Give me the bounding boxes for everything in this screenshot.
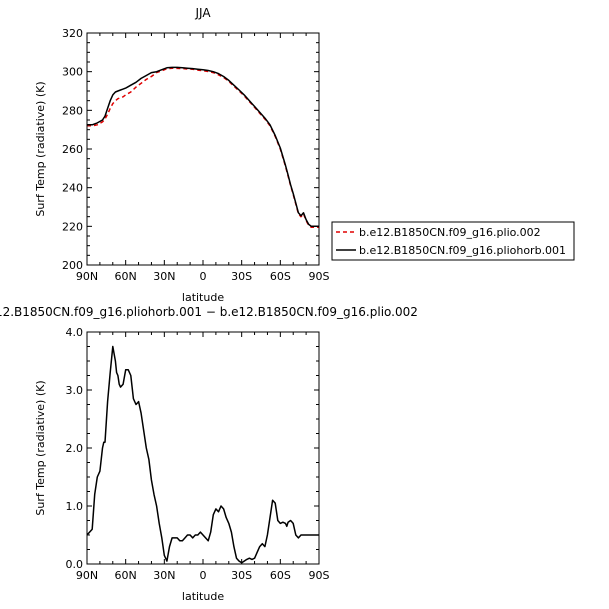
top-panel-ticks: 90N 60N 30N 0 30S 60S 90S 200 220 240 260 280 300 320: [62, 27, 330, 283]
top-y-tick-label: 220: [62, 220, 83, 233]
top-y-tick-label: 260: [62, 143, 83, 156]
bottom-panel-ticks: 90N 60N 30N 0 30S 60S 90S 0.0 1.0 2.0 3.0 4.0: [66, 326, 330, 582]
top-panel-frame: [86, 32, 320, 266]
top-y-tick-label: 240: [62, 182, 83, 195]
top-panel-y-axis-label: Surf Temp (radiative) (K): [34, 81, 47, 216]
bottom-x-tick-label: 60S: [270, 569, 291, 582]
top-series-line-1: [87, 66, 319, 228]
legend-box: [331, 221, 575, 261]
top-panel-x-axis-label: latitude: [182, 291, 224, 304]
top-x-tick-label: 0: [200, 270, 207, 283]
top-x-tick-label: 30S: [231, 270, 252, 283]
bottom-x-tick-label: 90S: [309, 569, 330, 582]
top-panel-title: JJA: [194, 6, 211, 20]
bottom-panel: b.e12.B1850CN.f09_g16.pliohorb.001 − b.e…: [0, 305, 418, 603]
bottom-y-tick-label: 0.0: [66, 558, 84, 571]
bottom-y-tick-label: 4.0: [66, 326, 84, 339]
bottom-panel-title: b.e12.B1850CN.f09_g16.pliohorb.001 − b.e…: [0, 305, 418, 319]
top-panel-series: [87, 66, 319, 229]
top-x-tick-label: 90S: [309, 270, 330, 283]
legend-label-pliohorb: b.e12.B1850CN.f09_g16.pliohorb.001: [359, 244, 566, 257]
bottom-x-tick-label: 30N: [153, 569, 175, 582]
bottom-x-tick-label: 30S: [231, 569, 252, 582]
bottom-x-tick-label: 60N: [115, 569, 137, 582]
top-y-tick-label: 280: [62, 104, 83, 117]
bottom-panel-y-axis-label: Surf Temp (radiative) (K): [34, 380, 47, 515]
legend-label-plio: b.e12.B1850CN.f09_g16.plio.002: [359, 226, 541, 239]
top-x-tick-label: 60N: [115, 270, 137, 283]
top-panel: JJA Surf Temp (radiative) (K) latitude 9…: [34, 6, 330, 304]
bottom-series-line-0: [86, 345, 319, 564]
bottom-panel-series: [86, 345, 319, 564]
top-series-line-0: [87, 67, 319, 229]
top-y-tick-label: 200: [62, 259, 83, 272]
bottom-x-tick-label: 90N: [76, 569, 98, 582]
top-y-tick-label: 300: [62, 66, 83, 79]
bottom-y-tick-label: 3.0: [66, 384, 84, 397]
bottom-y-tick-label: 2.0: [66, 442, 84, 455]
legend: b.e12.B1850CN.f09_g16.plio.002 b.e12.B18…: [331, 221, 575, 261]
top-x-tick-label: 90N: [76, 270, 98, 283]
bottom-panel-frame: [86, 331, 320, 565]
top-x-tick-label: 30N: [153, 270, 175, 283]
top-y-tick-label: 320: [62, 27, 83, 40]
bottom-panel-x-axis-label: latitude: [182, 590, 224, 603]
top-x-tick-label: 60S: [270, 270, 291, 283]
bottom-x-tick-label: 0: [200, 569, 207, 582]
bottom-y-tick-label: 1.0: [66, 500, 84, 513]
